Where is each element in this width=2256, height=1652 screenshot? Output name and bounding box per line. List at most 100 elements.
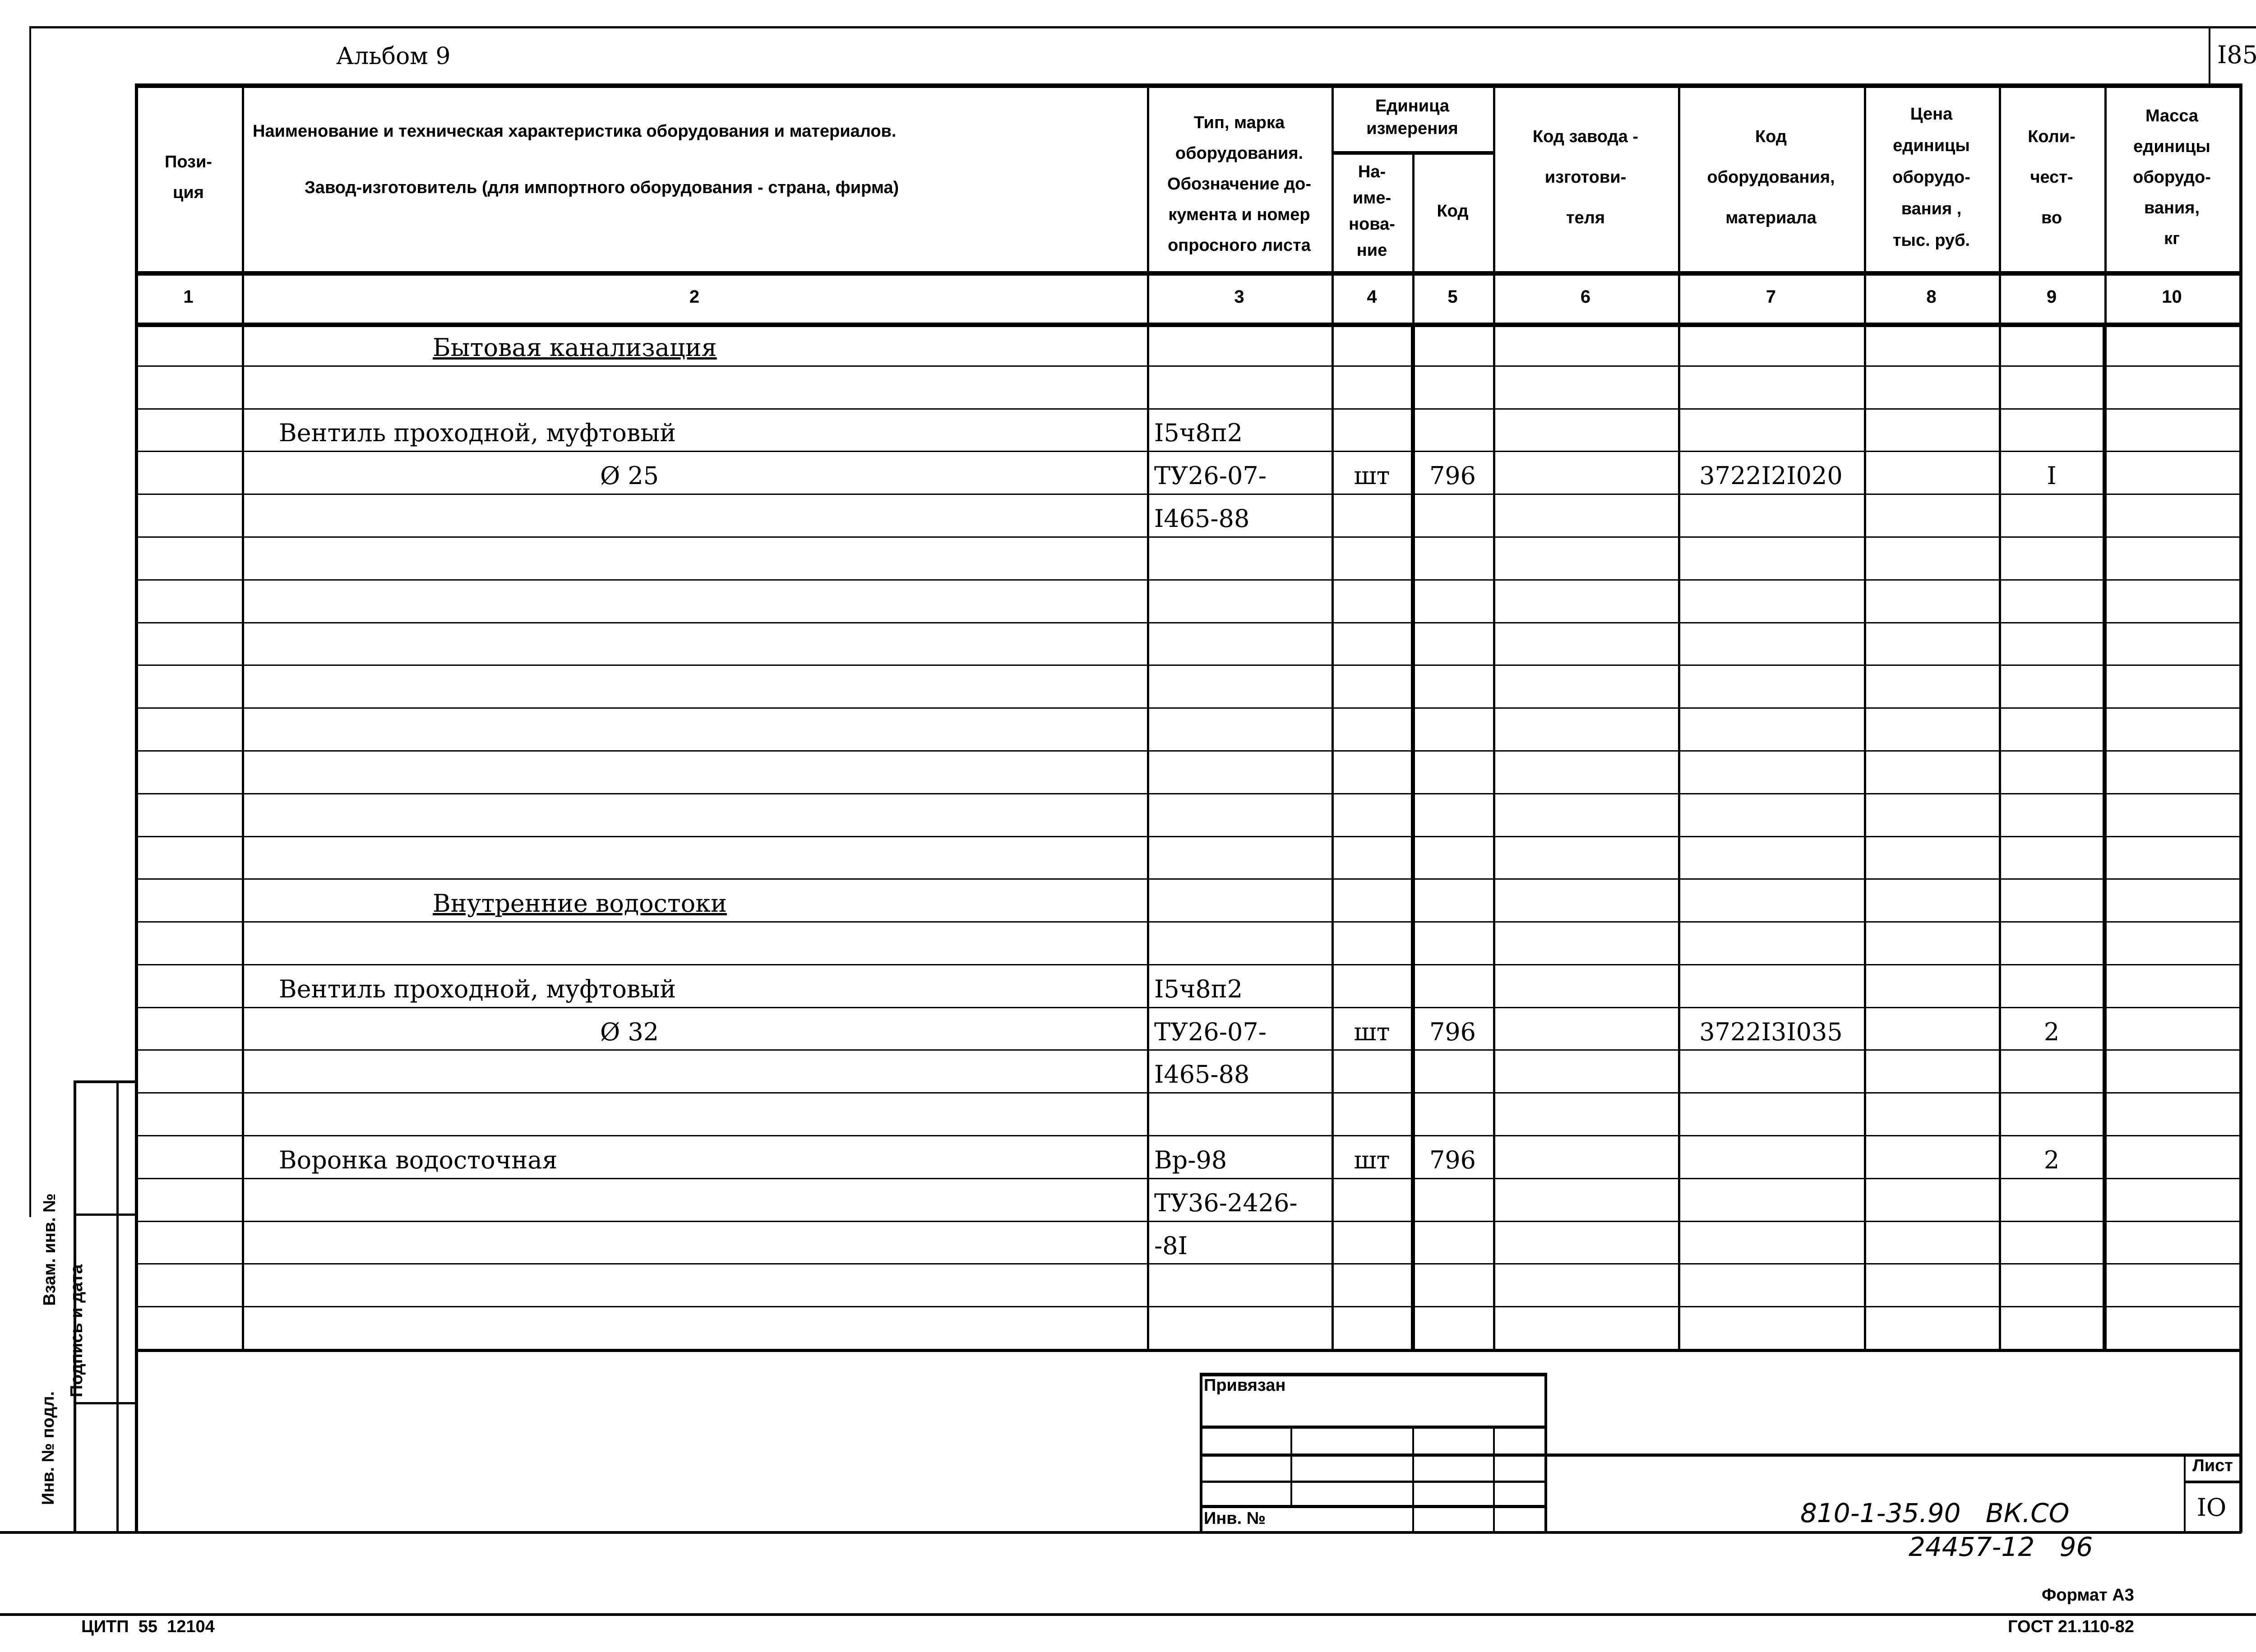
section-heading: Внутренние водостоки: [433, 889, 727, 918]
row-line: [135, 707, 2239, 709]
numbers-bottom: [135, 323, 2239, 327]
column-line: [1331, 83, 1334, 1349]
column-number: 4: [1367, 286, 1377, 307]
privyazan-top: [1200, 1373, 1546, 1376]
header-name-line1: Наименование и техническая характеристик…: [253, 122, 897, 141]
row-line: [135, 921, 2239, 923]
row-line: [135, 408, 2239, 410]
tb-col: [1493, 1426, 1495, 1532]
format-label: Формат А3: [2042, 1586, 2134, 1605]
row-line: [135, 1135, 2239, 1137]
sheet-label: Лист: [2192, 1456, 2233, 1475]
row-line: [135, 622, 2239, 623]
tb-col: [1412, 1426, 1414, 1532]
row-line: [135, 1049, 2239, 1051]
row-line: [135, 451, 2239, 452]
table-body-bottom: [135, 1349, 2239, 1352]
equipment-code-cell: 3722I3I035: [1699, 1017, 1843, 1046]
row-line: [135, 1092, 2239, 1094]
header-equipment-code: Код оборудования, материала: [1707, 127, 1835, 227]
quantity-cell: I: [2047, 461, 2057, 490]
privyazan-left: [1200, 1373, 1202, 1532]
document-designation: 810-1-35.90 ВК.СО: [1800, 1498, 2070, 1528]
row-line: [135, 835, 2239, 837]
frame-bottom: [0, 1613, 2256, 1616]
tb-line: [1200, 1505, 1546, 1508]
unit-cell: шт: [1354, 461, 1390, 490]
type-cell: I5ч8п2: [1154, 419, 1243, 448]
side-stamp-inv-podl: Инв. № подл.: [38, 1391, 58, 1505]
type-cell: -8I: [1154, 1231, 1188, 1260]
frame-top: [29, 26, 2256, 28]
item-name: Вентиль проходной, муфтовый: [279, 419, 676, 448]
row-line: [135, 1177, 2239, 1179]
unit-code-cell: 796: [1429, 461, 1476, 490]
column-line: [1864, 83, 1866, 1349]
side-stamp-left: [74, 1080, 76, 1532]
header-unit-mass: Масса единицы оборудо- вания, кг: [2133, 106, 2211, 248]
equipment-code-cell: 3722I2I020: [1699, 461, 1843, 490]
table-bottom: [0, 1531, 2242, 1534]
unit-code-cell: 796: [1429, 1145, 1476, 1174]
row-line: [135, 1006, 2239, 1008]
row-line: [135, 1263, 2239, 1265]
quantity-cell: 2: [2043, 1017, 2060, 1046]
row-line: [135, 1220, 2239, 1222]
frame-left: [29, 26, 31, 1217]
stamp-top: [1546, 1454, 2239, 1457]
gost-label: ГОСТ 21.110-82: [2008, 1617, 2134, 1636]
citp-label: ЦИТП 55 12104: [81, 1617, 215, 1636]
tb-col: [1290, 1426, 1292, 1505]
header-unit-code: Код: [1437, 202, 1469, 221]
sheet-number-box: [2209, 26, 2210, 83]
sheet-box-line: [2184, 1481, 2239, 1483]
header-name-line2: Завод-изготовитель (для импортного обору…: [305, 178, 899, 197]
header-unit-price: Цена единицы оборудо- вания , тыс. руб.: [1892, 105, 1970, 250]
side-stamp-line: [74, 1214, 135, 1216]
tb-line: [1200, 1454, 1546, 1457]
row-line: [135, 579, 2239, 581]
item-name: Воронка водосточная: [279, 1145, 558, 1174]
column-number: 6: [1580, 286, 1591, 307]
column-line: [242, 83, 244, 1349]
unit-cell: шт: [1354, 1145, 1390, 1174]
quantity-cell: 2: [2043, 1145, 2060, 1174]
header-quantity: Коли- чест- во: [2028, 127, 2076, 227]
column-number: 7: [1766, 286, 1776, 307]
item-name: Ø 25: [600, 461, 659, 490]
column-number: 9: [2046, 286, 2057, 307]
column-number: 10: [2162, 286, 2182, 307]
header-unit-group: Единица измерения: [1366, 97, 1458, 138]
column-number: 2: [689, 286, 700, 307]
column-line: [1678, 83, 1680, 1349]
type-cell: Вр-98: [1154, 1145, 1227, 1174]
column-line: [1493, 83, 1495, 1349]
row-line: [135, 793, 2239, 794]
column-number: 3: [1234, 286, 1244, 307]
inv-no-label: Инв. №: [1204, 1509, 1266, 1528]
row-line: [135, 1306, 2239, 1308]
side-stamp-inner: [116, 1080, 119, 1532]
row-line: [135, 750, 2239, 752]
handwritten-number: 24457-12 96: [1909, 1532, 2093, 1562]
header-bottom: [135, 271, 2239, 276]
type-cell: I465-88: [1154, 1060, 1250, 1089]
column-number: 8: [1926, 286, 1937, 307]
unit-code-cell: 796: [1429, 1017, 1476, 1046]
item-name: Вентиль проходной, муфтовый: [279, 974, 676, 1003]
header-position: Пози- ция: [165, 152, 212, 202]
unit-cell: шт: [1354, 1017, 1390, 1046]
section-heading: Бытовая канализация: [433, 333, 717, 362]
column-number: 5: [1447, 286, 1458, 307]
privyazan-label: Привязан: [1204, 1376, 1286, 1395]
column-line: [135, 83, 138, 1532]
item-name: Ø 32: [600, 1017, 659, 1046]
row-line: [135, 664, 2239, 666]
type-cell: ТУ26-07-: [1154, 1017, 1267, 1046]
table-top: [135, 83, 2239, 88]
column-number: 1: [183, 286, 194, 307]
sheet-value: IO: [2196, 1493, 2227, 1522]
type-cell: ТУ36-2426-: [1154, 1188, 1298, 1217]
tb-line: [1200, 1481, 1546, 1483]
side-stamp-line: [74, 1402, 135, 1404]
